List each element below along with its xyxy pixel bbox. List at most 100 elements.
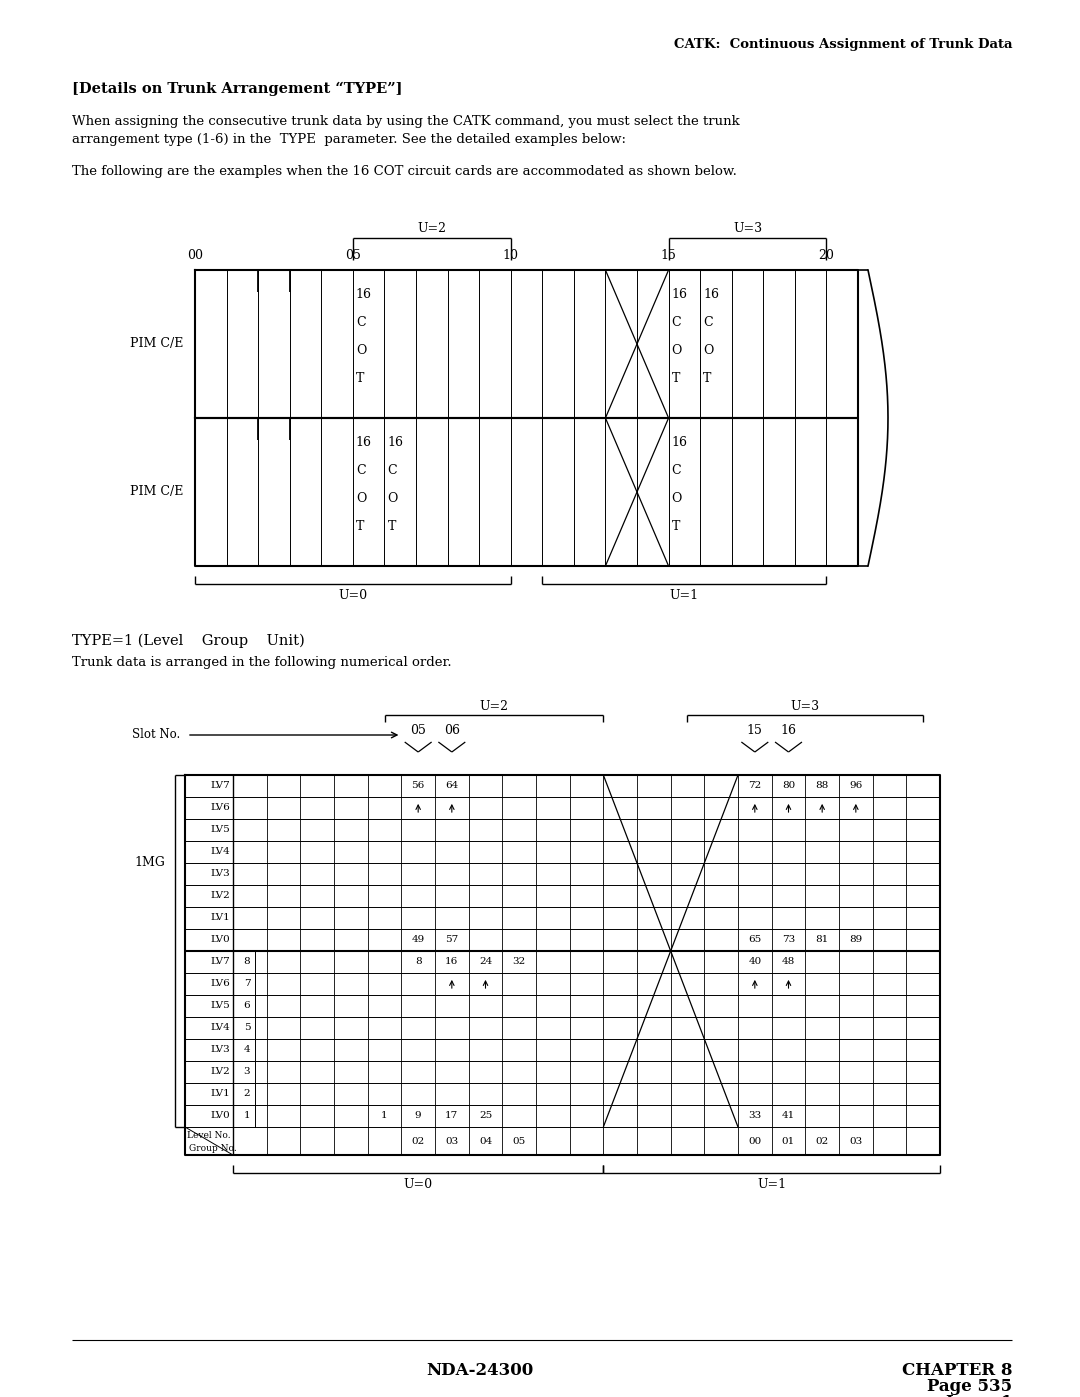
Text: U=1: U=1 [670,590,699,602]
Text: 05: 05 [513,1137,526,1146]
Text: Trunk data is arranged in the following numerical order.: Trunk data is arranged in the following … [72,657,451,669]
Text: U=3: U=3 [733,222,762,235]
Text: 1MG: 1MG [134,856,165,869]
Text: 16: 16 [672,436,688,448]
Text: 5: 5 [244,1024,251,1032]
Text: T: T [672,372,680,386]
Text: 16: 16 [355,288,372,300]
Text: LV0: LV0 [211,1112,230,1120]
Text: 41: 41 [782,1112,795,1120]
Text: LV4: LV4 [211,848,230,856]
Text: 81: 81 [815,936,828,944]
Text: 3: 3 [244,1067,251,1077]
Text: Slot No.: Slot No. [132,728,180,742]
Text: 20: 20 [819,249,835,263]
Text: U=2: U=2 [417,222,446,235]
Text: 80: 80 [782,781,795,791]
Text: C: C [355,464,365,476]
Text: 72: 72 [748,781,761,791]
Text: 00: 00 [748,1137,761,1146]
Text: PIM C/E: PIM C/E [130,338,183,351]
Text: 03: 03 [445,1137,458,1146]
Text: T: T [355,372,364,386]
Text: 7: 7 [244,979,251,989]
Text: O: O [672,492,681,504]
Text: 64: 64 [445,781,458,791]
Text: 24: 24 [478,957,492,967]
Text: 06: 06 [444,724,460,736]
Text: T: T [703,372,712,386]
Text: 48: 48 [782,957,795,967]
Text: LV0: LV0 [211,936,230,944]
Text: 03: 03 [849,1137,863,1146]
Text: TYPE=1 (Level    Group    Unit): TYPE=1 (Level Group Unit) [72,634,305,648]
Text: 8: 8 [244,957,251,967]
Text: LV7: LV7 [211,957,230,967]
Text: O: O [703,344,714,358]
Text: LV5: LV5 [211,1002,230,1010]
Text: LV7: LV7 [211,781,230,791]
Text: 4: 4 [244,1045,251,1055]
Text: C: C [672,316,681,330]
Text: U=2: U=2 [480,700,509,712]
Text: O: O [355,492,366,504]
Text: Page 535: Page 535 [927,1377,1012,1396]
Text: O: O [672,344,681,358]
Text: LV6: LV6 [211,979,230,989]
Text: 17: 17 [445,1112,458,1120]
Text: 73: 73 [782,936,795,944]
Text: 1: 1 [244,1112,251,1120]
Text: 16: 16 [388,436,404,448]
Text: U=0: U=0 [338,590,367,602]
Text: C: C [388,464,397,476]
Text: 00: 00 [187,249,203,263]
Text: 05: 05 [410,724,427,736]
Text: 6: 6 [244,1002,251,1010]
Text: C: C [355,316,365,330]
Text: O: O [355,344,366,358]
Text: [Details on Trunk Arrangement “TYPE”]: [Details on Trunk Arrangement “TYPE”] [72,82,403,96]
Text: LV1: LV1 [211,1090,230,1098]
Text: 01: 01 [782,1137,795,1146]
Text: O: O [388,492,397,504]
Text: T: T [388,520,395,534]
Text: When assigning the consecutive trunk data by using the CATK command, you must se: When assigning the consecutive trunk dat… [72,115,740,129]
Text: U=1: U=1 [757,1178,786,1192]
Text: 57: 57 [445,936,458,944]
Text: LV3: LV3 [211,869,230,879]
Text: LV2: LV2 [211,1067,230,1077]
Text: Level No.: Level No. [187,1132,231,1140]
Text: PIM C/E: PIM C/E [130,486,183,499]
Text: LV3: LV3 [211,1045,230,1055]
Text: 32: 32 [513,957,526,967]
Text: 49: 49 [411,936,424,944]
Text: The following are the examples when the 16 COT circuit cards are accommodated as: The following are the examples when the … [72,165,737,177]
Text: CATK:  Continuous Assignment of Trunk Data: CATK: Continuous Assignment of Trunk Dat… [674,38,1012,52]
Text: NDA-24300: NDA-24300 [427,1362,534,1379]
Text: LV1: LV1 [211,914,230,922]
Text: LV5: LV5 [211,826,230,834]
Text: 04: 04 [478,1137,492,1146]
Text: 9: 9 [415,1112,421,1120]
Text: 05: 05 [345,249,361,263]
Text: 65: 65 [748,936,761,944]
Text: LV4: LV4 [211,1024,230,1032]
Text: 16: 16 [355,436,372,448]
Text: 16: 16 [703,288,719,300]
Text: Issue 1: Issue 1 [946,1394,1012,1397]
Text: U=3: U=3 [791,700,820,712]
Text: T: T [672,520,680,534]
Text: LV6: LV6 [211,803,230,813]
Text: 8: 8 [415,957,421,967]
Text: LV2: LV2 [211,891,230,901]
Text: 89: 89 [849,936,863,944]
Text: 56: 56 [411,781,424,791]
Text: 88: 88 [815,781,828,791]
Text: 96: 96 [849,781,863,791]
Text: 16: 16 [672,288,688,300]
Text: arrangement type (1-6) in the  TYPE  parameter. See the detailed examples below:: arrangement type (1-6) in the TYPE param… [72,133,626,147]
Text: 02: 02 [815,1137,828,1146]
Text: U=0: U=0 [404,1178,433,1192]
Text: 15: 15 [661,249,676,263]
Text: 16: 16 [445,957,458,967]
